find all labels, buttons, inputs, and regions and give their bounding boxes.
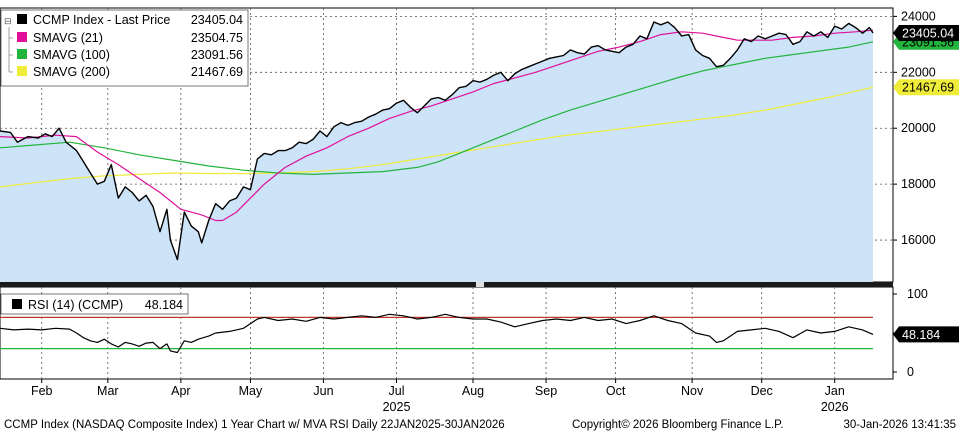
legend-value-rsi: 48.184 — [145, 298, 183, 312]
panel-divider-handle[interactable] — [476, 282, 484, 287]
price-plot — [0, 21, 874, 282]
legend-swatch-sma21 — [17, 32, 27, 42]
panel-divider — [0, 282, 893, 287]
legend-label-rsi: RSI (14) (CCMP) — [28, 298, 123, 312]
legend-value-sma21: 23504.75 — [191, 31, 243, 45]
footer-timestamp: 30-Jan-2026 13:41:35 — [843, 419, 956, 431]
x-tick-label-sep: Sep — [535, 384, 557, 398]
x-tick-label-nov: Nov — [681, 384, 704, 398]
x-tick-label-mar: Mar — [97, 384, 119, 398]
x-tick-label-jan: Jan — [825, 384, 845, 398]
price-value-tag-ccmp-index-last-price: 23405.04 — [893, 25, 959, 42]
legend-value-sma200: 21467.69 — [191, 65, 243, 79]
x-year-label-2026: 2026 — [821, 400, 849, 414]
legend-label-last-price: CCMP Index - Last Price — [33, 13, 170, 27]
legend-label-sma21: SMAVG (21) — [33, 31, 103, 45]
series-area-ccmp-index-last-price — [0, 22, 873, 282]
x-tick-label-aug: Aug — [462, 384, 484, 398]
rsi-value-tag-text-rsi-14-ccmp: 48.184 — [902, 328, 940, 342]
rsi-y-tick-label-100: 100 — [907, 287, 928, 301]
x-tick-label-may: May — [239, 384, 263, 398]
price-legend-box — [0, 9, 249, 87]
series-line-smavg-100 — [0, 41, 874, 175]
price-value-tag-text-ccmp-index-last-price: 23405.04 — [902, 27, 954, 41]
footer-copyright: Copyright© 2026 Bloomberg Finance L.P. — [572, 419, 784, 431]
rsi-plot — [0, 313, 874, 354]
price-value-tag-bg-smavg-200 — [893, 79, 959, 96]
legend-swatch-sma100 — [17, 49, 27, 59]
legend-swatch-sma200 — [17, 66, 27, 76]
rsi-y-tick-label-0: 0 — [907, 365, 914, 379]
x-tick-label-dec: Dec — [751, 384, 773, 398]
legend-label-sma100: SMAVG (100) — [33, 48, 110, 62]
footer-description: CCMP Index (NASDAQ Composite Index) 1 Ye… — [4, 419, 505, 431]
x-tick-label-oct: Oct — [606, 384, 626, 398]
collapse-icon[interactable]: ⊟ — [4, 16, 12, 26]
axis-layer: Feb Mar Apr May Jun Jul Aug Sep Oct Nov Dec Jan 2025… — [31, 9, 936, 414]
y-tick-label-18000: 18000 — [901, 177, 936, 191]
series-line-smavg-21 — [0, 29, 874, 222]
rsi-legend-box — [0, 293, 189, 315]
y-tick-label-20000: 20000 — [901, 121, 936, 135]
legend-label-sma200: SMAVG (200) — [33, 65, 110, 79]
rsi-value-tag-rsi-14-ccmp: 48.184 — [893, 326, 959, 343]
y-tick-label-22000: 22000 — [901, 65, 936, 79]
price-value-tag-text-smavg-200: 21467.69 — [902, 81, 954, 95]
x-tick-label-jun: Jun — [313, 384, 333, 398]
series-line-rsi-14-ccmp — [0, 313, 874, 354]
x-tick-label-apr: Apr — [171, 384, 190, 398]
rsi-value-tag-bg-rsi-14-ccmp — [893, 326, 959, 343]
price-legend: ⊟ CCMP Index - Last Price 23405.04 SMAVG… — [0, 9, 249, 87]
rsi-legend: RSI (14) (CCMP) 48.184 — [0, 293, 189, 315]
x-year-label-2025: 2025 — [383, 400, 411, 414]
legend-swatch-last-price — [17, 14, 27, 24]
legend-value-last-price: 23405.04 — [191, 13, 243, 27]
series-line-ccmp-index-last-price — [0, 21, 874, 261]
legend-tree-lines — [8, 27, 13, 73]
series-line-smavg-200 — [0, 86, 874, 188]
x-tick-label-jul: Jul — [389, 384, 405, 398]
price-value-tag-bg-ccmp-index-last-price — [893, 25, 959, 42]
legend-swatch-rsi — [12, 299, 22, 309]
legend-value-sma100: 23091.56 — [191, 48, 243, 62]
price-value-tag-smavg-200: 21467.69 — [893, 79, 959, 96]
y-tick-label-16000: 16000 — [901, 233, 936, 247]
x-tick-label-feb: Feb — [31, 384, 53, 398]
y-tick-label-24000: 24000 — [901, 9, 936, 23]
